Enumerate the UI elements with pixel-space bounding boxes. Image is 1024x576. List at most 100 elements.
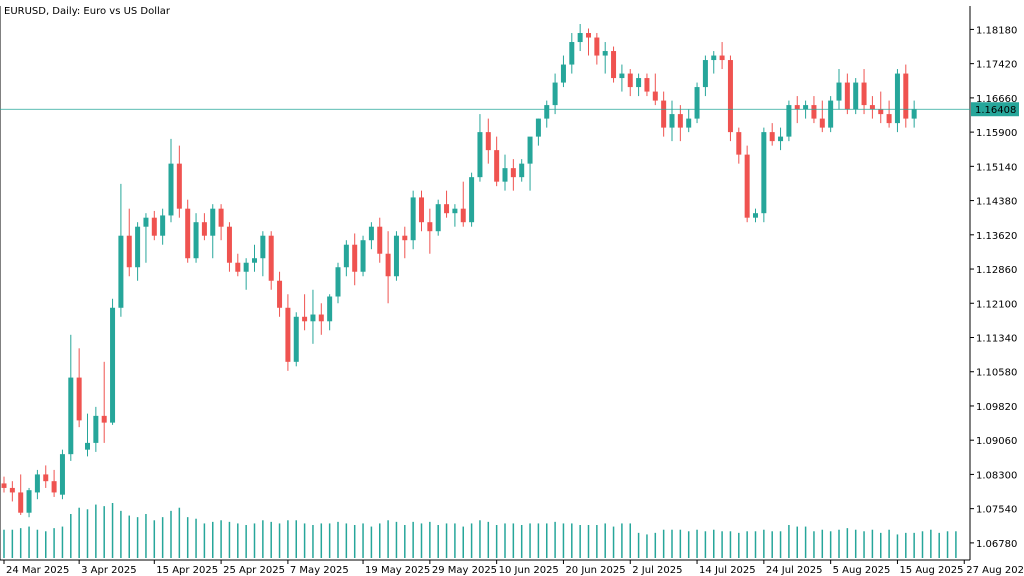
candle[interactable] <box>611 46 617 83</box>
candle[interactable] <box>535 118 541 146</box>
candle[interactable] <box>878 91 884 124</box>
candle[interactable] <box>544 100 550 128</box>
candle[interactable] <box>201 213 207 241</box>
candle[interactable] <box>786 100 792 142</box>
candle[interactable] <box>886 100 892 128</box>
candle[interactable] <box>210 204 216 259</box>
candle[interactable] <box>185 199 191 263</box>
candle[interactable] <box>727 55 733 142</box>
candle[interactable] <box>285 294 291 371</box>
candle[interactable] <box>26 487 32 518</box>
candle[interactable] <box>469 172 475 227</box>
candle[interactable] <box>761 127 767 223</box>
candle[interactable] <box>318 303 324 335</box>
candle[interactable] <box>836 69 842 110</box>
candle[interactable] <box>903 64 909 128</box>
candle[interactable] <box>427 208 433 254</box>
candle[interactable] <box>778 127 784 151</box>
candle[interactable] <box>368 222 374 250</box>
candle[interactable] <box>669 100 675 142</box>
candle[interactable] <box>828 96 834 133</box>
candle[interactable] <box>702 55 708 97</box>
candle[interactable] <box>302 294 308 331</box>
candle[interactable] <box>343 240 349 277</box>
candle[interactable] <box>218 204 224 241</box>
candle[interactable] <box>819 100 825 133</box>
candle[interactable] <box>9 481 15 502</box>
candle[interactable] <box>502 154 508 191</box>
candle[interactable] <box>310 289 316 344</box>
candle[interactable] <box>744 145 750 223</box>
candle[interactable] <box>527 136 533 191</box>
candle[interactable] <box>410 190 416 250</box>
candle[interactable] <box>43 465 49 488</box>
candle[interactable] <box>93 406 99 452</box>
candle[interactable] <box>243 258 249 290</box>
candle[interactable] <box>168 138 174 223</box>
candle[interactable] <box>51 469 57 497</box>
candle[interactable] <box>460 181 466 227</box>
candle[interactable] <box>769 123 775 146</box>
candle[interactable] <box>753 208 758 223</box>
candle[interactable] <box>577 24 583 52</box>
candle[interactable] <box>327 294 333 331</box>
candle[interactable] <box>151 210 157 241</box>
candle[interactable] <box>385 231 391 304</box>
candle[interactable] <box>226 222 232 272</box>
candle[interactable] <box>736 127 742 164</box>
candle[interactable] <box>619 64 625 92</box>
candle[interactable] <box>477 114 483 182</box>
candle[interactable] <box>135 222 141 281</box>
candle[interactable] <box>869 96 875 119</box>
candle[interactable] <box>435 199 441 236</box>
candle[interactable] <box>193 213 199 263</box>
candle[interactable] <box>68 334 74 461</box>
candle[interactable] <box>59 449 65 500</box>
candle[interactable] <box>34 469 40 500</box>
candle[interactable] <box>510 159 516 191</box>
candle[interactable] <box>352 233 358 286</box>
candle[interactable] <box>586 28 591 56</box>
candle[interactable] <box>118 183 124 317</box>
candle[interactable] <box>636 73 642 97</box>
candle[interactable] <box>686 109 692 133</box>
candle[interactable] <box>594 33 600 65</box>
candle[interactable] <box>176 145 182 218</box>
candle[interactable] <box>452 204 458 227</box>
candle[interactable] <box>419 190 424 232</box>
candle[interactable] <box>853 78 859 115</box>
candle[interactable] <box>711 51 717 74</box>
candle[interactable] <box>101 361 107 443</box>
candle[interactable] <box>652 73 658 106</box>
candle[interactable] <box>143 213 149 263</box>
candle[interactable] <box>602 42 608 74</box>
candle[interactable] <box>569 33 575 74</box>
candle[interactable] <box>160 208 166 245</box>
candle[interactable] <box>18 474 24 515</box>
candle[interactable] <box>235 253 241 277</box>
candle[interactable] <box>485 118 491 164</box>
candle[interactable] <box>861 69 867 115</box>
candle[interactable] <box>444 190 450 218</box>
candle[interactable] <box>694 82 700 124</box>
candle[interactable] <box>719 42 725 70</box>
candle[interactable] <box>402 226 408 259</box>
candle[interactable] <box>494 136 500 187</box>
candle[interactable] <box>268 231 274 290</box>
candle[interactable] <box>560 55 566 88</box>
candle[interactable] <box>519 159 525 182</box>
candle[interactable] <box>627 69 633 97</box>
candle[interactable] <box>661 91 667 137</box>
candle[interactable] <box>110 298 116 425</box>
candle[interactable] <box>277 271 283 317</box>
candle[interactable] <box>677 105 683 142</box>
candle[interactable] <box>76 348 82 428</box>
candle[interactable] <box>393 231 399 281</box>
candle[interactable] <box>894 69 900 133</box>
candle[interactable] <box>335 262 341 304</box>
candle[interactable] <box>552 73 558 115</box>
candle[interactable] <box>377 217 383 263</box>
candle[interactable] <box>252 244 257 272</box>
candle[interactable] <box>911 100 917 128</box>
